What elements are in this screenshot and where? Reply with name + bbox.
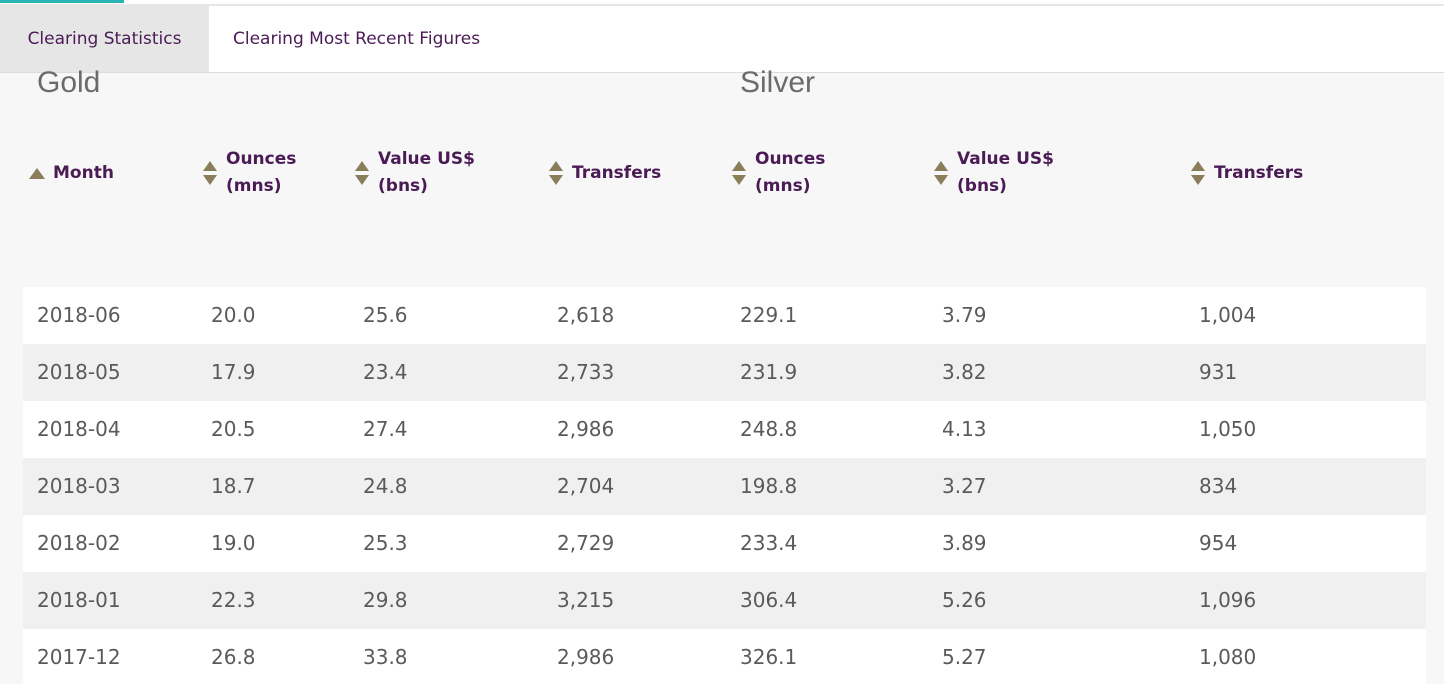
cell-silver-ounces: 248.8 bbox=[740, 417, 798, 441]
tab-label: Clearing Most Recent Figures bbox=[233, 29, 481, 49]
cell-silver-ounces: 229.1 bbox=[740, 303, 798, 327]
cell-gold-ounces: 20.0 bbox=[211, 303, 256, 327]
column-header-label: Value US$ bbox=[957, 149, 1054, 169]
cell-silver-transfers: 834 bbox=[1199, 474, 1238, 498]
column-header-label: Month bbox=[53, 162, 114, 183]
cell-gold-value: 24.8 bbox=[363, 474, 408, 498]
cell-silver-value: 3.27 bbox=[942, 474, 987, 498]
cell-month: 2018-02 bbox=[37, 531, 121, 555]
cell-gold-ounces: 26.8 bbox=[211, 645, 256, 669]
cell-month: 2018-05 bbox=[37, 360, 121, 384]
cell-month: 2018-01 bbox=[37, 588, 121, 612]
column-header-unit: (bns) bbox=[378, 176, 428, 196]
table-row: 2018-06 20.0 25.6 2,618 229.1 3.79 1,004 bbox=[23, 287, 1426, 344]
tab-clearing-statistics[interactable]: Clearing Statistics bbox=[0, 6, 209, 72]
cell-silver-value: 4.13 bbox=[942, 417, 987, 441]
cell-silver-ounces: 306.4 bbox=[740, 588, 798, 612]
sort-icon bbox=[732, 159, 746, 187]
cell-gold-value: 25.3 bbox=[363, 531, 408, 555]
sort-icon bbox=[355, 159, 369, 187]
cell-gold-transfers: 2,704 bbox=[557, 474, 615, 498]
column-header-label: Transfers bbox=[1214, 162, 1304, 183]
tab-clearing-most-recent-figures[interactable]: Clearing Most Recent Figures bbox=[233, 6, 480, 72]
cell-silver-value: 5.26 bbox=[942, 588, 987, 612]
group-title-gold: Gold bbox=[37, 66, 101, 99]
cell-silver-value: 3.89 bbox=[942, 531, 987, 555]
sort-icon bbox=[1191, 159, 1205, 187]
sort-icon bbox=[549, 159, 563, 187]
cell-gold-ounces: 17.9 bbox=[211, 360, 256, 384]
top-divider bbox=[0, 4, 1444, 6]
column-header-label: Transfers bbox=[572, 162, 662, 183]
cell-gold-transfers: 2,729 bbox=[557, 531, 615, 555]
cell-gold-value: 23.4 bbox=[363, 360, 408, 384]
cell-silver-value: 5.27 bbox=[942, 645, 987, 669]
column-header-gold-transfers[interactable]: Transfers bbox=[549, 147, 661, 199]
cell-silver-transfers: 1,080 bbox=[1199, 645, 1257, 669]
cell-silver-ounces: 326.1 bbox=[740, 645, 798, 669]
sort-icon bbox=[934, 159, 948, 187]
cell-silver-transfers: 1,050 bbox=[1199, 417, 1257, 441]
cell-month: 2017-12 bbox=[37, 645, 121, 669]
column-header-silver-transfers[interactable]: Transfers bbox=[1191, 147, 1303, 199]
table-row: 2017-12 26.8 33.8 2,986 326.1 5.27 1,080 bbox=[23, 629, 1426, 684]
table-row: 2018-03 18.7 24.8 2,704 198.8 3.27 834 bbox=[23, 458, 1426, 515]
cell-gold-ounces: 18.7 bbox=[211, 474, 256, 498]
cell-silver-transfers: 931 bbox=[1199, 360, 1238, 384]
cell-month: 2018-06 bbox=[37, 303, 121, 327]
tab-label: Clearing Statistics bbox=[27, 29, 182, 49]
column-header-silver-value[interactable]: Value US$ (bns) bbox=[934, 147, 1054, 199]
cell-silver-ounces: 198.8 bbox=[740, 474, 798, 498]
top-accent-bar bbox=[0, 0, 124, 3]
cell-gold-transfers: 3,215 bbox=[557, 588, 615, 612]
cell-gold-value: 33.8 bbox=[363, 645, 408, 669]
cell-gold-transfers: 2,986 bbox=[557, 645, 615, 669]
cell-gold-ounces: 20.5 bbox=[211, 417, 256, 441]
cell-silver-transfers: 1,096 bbox=[1199, 588, 1257, 612]
cell-gold-ounces: 19.0 bbox=[211, 531, 256, 555]
table-row: 2018-05 17.9 23.4 2,733 231.9 3.82 931 bbox=[23, 344, 1426, 401]
cell-silver-transfers: 1,004 bbox=[1199, 303, 1257, 327]
cell-silver-value: 3.79 bbox=[942, 303, 987, 327]
column-header-label: Ounces bbox=[755, 149, 826, 169]
column-header-label: Value US$ bbox=[378, 149, 475, 169]
cell-gold-transfers: 2,986 bbox=[557, 417, 615, 441]
cell-gold-value: 27.4 bbox=[363, 417, 408, 441]
cell-gold-value: 25.6 bbox=[363, 303, 408, 327]
column-header-unit: (mns) bbox=[226, 176, 282, 196]
tab-bar: Clearing Statistics Clearing Most Recent… bbox=[0, 6, 1444, 73]
cell-silver-transfers: 954 bbox=[1199, 531, 1238, 555]
column-header-unit: (mns) bbox=[755, 176, 811, 196]
cell-gold-transfers: 2,733 bbox=[557, 360, 615, 384]
table-row: 2018-04 20.5 27.4 2,986 248.8 4.13 1,050 bbox=[23, 401, 1426, 458]
group-title-silver: Silver bbox=[740, 66, 816, 99]
column-header-gold-ounces[interactable]: Ounces (mns) bbox=[203, 147, 296, 199]
cell-gold-ounces: 22.3 bbox=[211, 588, 256, 612]
column-header-label: Ounces bbox=[226, 149, 297, 169]
table-row: 2018-01 22.3 29.8 3,215 306.4 5.26 1,096 bbox=[23, 572, 1426, 629]
cell-gold-value: 29.8 bbox=[363, 588, 408, 612]
cell-gold-transfers: 2,618 bbox=[557, 303, 615, 327]
sort-ascending-icon bbox=[29, 167, 45, 179]
column-header-silver-ounces[interactable]: Ounces (mns) bbox=[732, 147, 825, 199]
cell-month: 2018-03 bbox=[37, 474, 121, 498]
cell-silver-ounces: 233.4 bbox=[740, 531, 798, 555]
column-header-month[interactable]: Month bbox=[29, 147, 114, 199]
sort-icon bbox=[203, 159, 217, 187]
cell-month: 2018-04 bbox=[37, 417, 121, 441]
column-header-gold-value[interactable]: Value US$ (bns) bbox=[355, 147, 475, 199]
cell-silver-ounces: 231.9 bbox=[740, 360, 798, 384]
cell-silver-value: 3.82 bbox=[942, 360, 987, 384]
table-row: 2018-02 19.0 25.3 2,729 233.4 3.89 954 bbox=[23, 515, 1426, 572]
column-header-unit: (bns) bbox=[957, 176, 1007, 196]
